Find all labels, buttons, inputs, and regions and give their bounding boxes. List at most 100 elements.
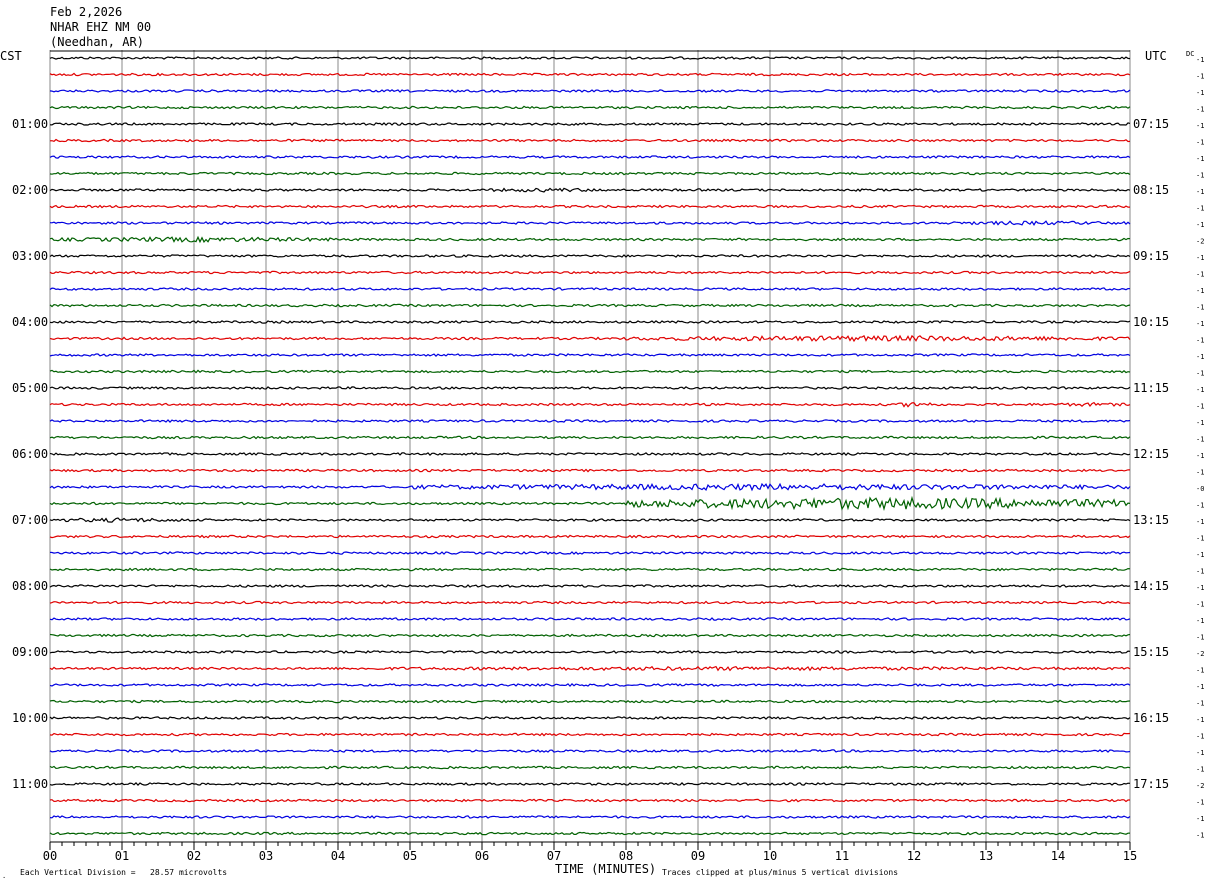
trace-line-39 xyxy=(49,699,1131,704)
dc-offset-34: -1 xyxy=(1196,617,1204,625)
axis-title: TIME (MINUTES) xyxy=(555,862,656,876)
dc-offset-3: -1 xyxy=(1196,106,1204,114)
left-hour-label: 01:00 xyxy=(12,117,48,131)
trace-line-30 xyxy=(49,551,1131,555)
dc-label: DC xyxy=(1186,50,1194,58)
dc-offset-26: -0 xyxy=(1196,485,1204,493)
trace-line-29 xyxy=(49,534,1131,539)
left-timezone-label: CST xyxy=(0,49,22,63)
header-station: NHAR EHZ NM 00 xyxy=(50,20,151,34)
dc-offset-1: -1 xyxy=(1196,73,1204,81)
trace-line-5 xyxy=(49,138,1131,143)
trace-line-45 xyxy=(49,798,1130,803)
dc-offset-11: -2 xyxy=(1196,238,1204,246)
left-hour-label: 03:00 xyxy=(12,249,48,263)
left-hour-label: 04:00 xyxy=(12,315,48,329)
left-hour-label: 02:00 xyxy=(12,183,48,197)
x-tick-label: 05 xyxy=(403,849,417,863)
x-tick-label: 12 xyxy=(907,849,921,863)
trace-line-9 xyxy=(49,204,1130,209)
trace-line-7 xyxy=(49,171,1131,176)
trace-line-42 xyxy=(49,749,1131,753)
trace-line-12 xyxy=(49,254,1131,258)
right-hour-label: 15:15 xyxy=(1133,645,1169,659)
dc-offset-25: -1 xyxy=(1196,469,1204,477)
dc-offset-5: -1 xyxy=(1196,139,1204,147)
dc-offset-12: -1 xyxy=(1196,254,1204,262)
dc-offset-7: -1 xyxy=(1196,172,1204,180)
corner-mark: . xyxy=(2,872,6,880)
right-hour-label: 14:15 xyxy=(1133,579,1169,593)
x-tick-label: 03 xyxy=(259,849,273,863)
trace-line-36 xyxy=(49,650,1131,654)
trace-line-11 xyxy=(49,235,1131,244)
right-hour-label: 10:15 xyxy=(1133,315,1169,329)
trace-lines xyxy=(49,56,1131,836)
trace-line-22 xyxy=(49,419,1131,423)
dc-offset-36: -2 xyxy=(1196,650,1204,658)
trace-line-3 xyxy=(49,105,1131,110)
x-tick-label: 11 xyxy=(835,849,849,863)
right-timezone-label: UTC xyxy=(1145,49,1167,63)
trace-line-37 xyxy=(49,665,1131,672)
trace-line-31 xyxy=(49,567,1131,572)
dc-offset-23: -1 xyxy=(1196,436,1204,444)
x-tick-label: 15 xyxy=(1123,849,1137,863)
left-hour-label: 05:00 xyxy=(12,381,48,395)
dc-offset-38: -1 xyxy=(1196,683,1204,691)
time-axis: 00 01 02 03 04 05 06 07 08 09 10 11 12 13 14 15 xyxy=(43,841,1137,863)
dc-offset-6: -1 xyxy=(1196,155,1204,163)
trace-line-19 xyxy=(49,369,1131,374)
trace-line-43 xyxy=(49,765,1131,770)
dc-offset-17: -1 xyxy=(1196,337,1204,345)
dc-offset-19: -1 xyxy=(1196,370,1204,378)
trace-line-18 xyxy=(49,353,1131,357)
dc-offset-8: -1 xyxy=(1196,188,1204,196)
trace-line-28 xyxy=(49,517,1131,523)
trace-line-44 xyxy=(49,782,1131,786)
dc-offset-29: -1 xyxy=(1196,535,1204,543)
minute-grid xyxy=(49,50,1131,842)
trace-line-4 xyxy=(49,122,1131,126)
trace-line-2 xyxy=(49,89,1131,93)
dc-offset-28: -1 xyxy=(1196,518,1204,526)
dc-offset-24: -1 xyxy=(1196,452,1204,460)
scale-note: Each Vertical Division = 28.57 microvolt… xyxy=(20,868,227,877)
dc-offset-47: -1 xyxy=(1196,832,1204,840)
left-hour-label: 07:00 xyxy=(12,513,48,527)
dc-offset-41: -1 xyxy=(1196,733,1204,741)
trace-line-38 xyxy=(49,683,1131,687)
trace-line-6 xyxy=(49,155,1131,159)
right-hour-label: 11:15 xyxy=(1133,381,1169,395)
x-tick-label: 09 xyxy=(691,849,705,863)
right-hour-label: 09:15 xyxy=(1133,249,1169,263)
dc-offset-4: -1 xyxy=(1196,122,1204,130)
trace-line-14 xyxy=(49,287,1131,291)
trace-line-34 xyxy=(49,617,1131,621)
dc-offset-0: -1 xyxy=(1196,56,1204,64)
dc-offset-35: -1 xyxy=(1196,634,1204,642)
x-tick-label: 01 xyxy=(115,849,129,863)
trace-line-41 xyxy=(49,732,1131,737)
dc-offset-42: -1 xyxy=(1196,749,1204,757)
dc-offset-45: -1 xyxy=(1196,799,1204,807)
trace-line-46 xyxy=(49,815,1131,819)
dc-offset-39: -1 xyxy=(1196,700,1204,708)
trace-line-40 xyxy=(49,716,1131,720)
left-hour-label: 06:00 xyxy=(12,447,48,461)
x-tick-label: 10 xyxy=(763,849,777,863)
dc-offset-30: -1 xyxy=(1196,551,1204,559)
dc-offset-10: -1 xyxy=(1196,221,1204,229)
left-hour-label: 11:00 xyxy=(12,777,48,791)
dc-offset-31: -1 xyxy=(1196,568,1204,576)
trace-line-15 xyxy=(49,303,1131,308)
dc-offset-40: -1 xyxy=(1196,716,1204,724)
dc-offset-27: -1 xyxy=(1196,502,1204,510)
trace-line-20 xyxy=(49,386,1131,390)
trace-line-25 xyxy=(49,468,1131,473)
dc-offset-43: -1 xyxy=(1196,766,1204,774)
x-tick-label: 04 xyxy=(331,849,345,863)
dc-offset-18: -1 xyxy=(1196,353,1204,361)
trace-line-21 xyxy=(49,401,1131,408)
trace-line-26 xyxy=(49,482,1131,492)
